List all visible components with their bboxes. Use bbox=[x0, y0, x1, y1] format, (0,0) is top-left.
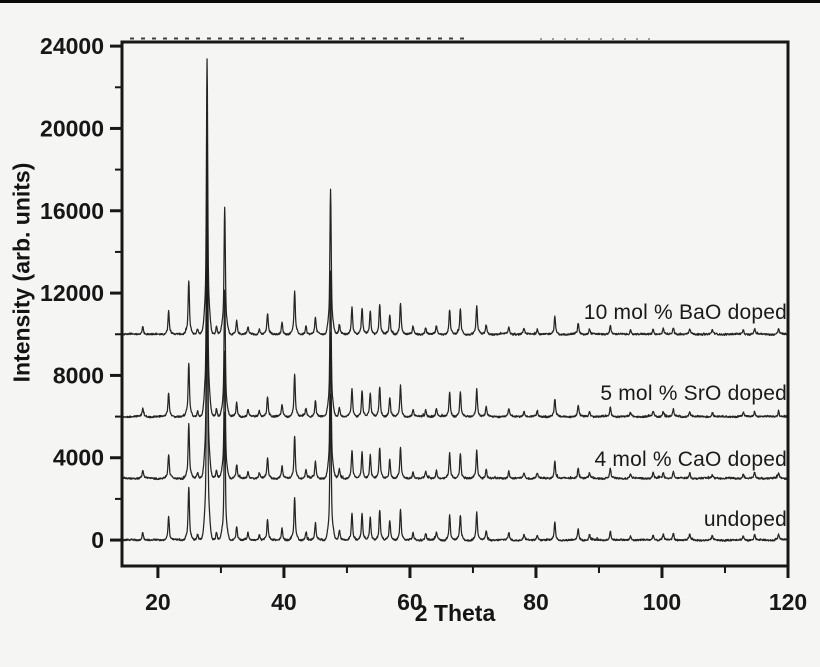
trace-label-sro: 5 mol % SrO doped bbox=[600, 382, 787, 405]
svg-text:120: 120 bbox=[769, 589, 807, 615]
scan-artifact-top-bar bbox=[0, 0, 820, 3]
trace-label-cao: 4 mol % CaO doped bbox=[594, 448, 787, 471]
svg-text:20: 20 bbox=[145, 589, 171, 615]
svg-text:100: 100 bbox=[643, 589, 681, 615]
svg-text:12000: 12000 bbox=[40, 280, 104, 306]
svg-text:8000: 8000 bbox=[53, 362, 104, 388]
y-axis-label: Intensity (arb. units) bbox=[8, 162, 35, 383]
svg-text:0: 0 bbox=[91, 527, 104, 553]
svg-text:24000: 24000 bbox=[40, 33, 104, 59]
svg-text:20000: 20000 bbox=[40, 115, 104, 141]
svg-text:80: 80 bbox=[523, 589, 549, 615]
svg-text:4000: 4000 bbox=[53, 445, 104, 471]
trace-label-bao: 10 mol % BaO doped bbox=[583, 301, 787, 324]
svg-text:40: 40 bbox=[271, 589, 297, 615]
x-axis-label: 2 Theta bbox=[414, 600, 496, 626]
svg-text:16000: 16000 bbox=[40, 198, 104, 224]
svg-text:60: 60 bbox=[397, 589, 423, 615]
trace-label-undoped: undoped bbox=[703, 508, 787, 531]
